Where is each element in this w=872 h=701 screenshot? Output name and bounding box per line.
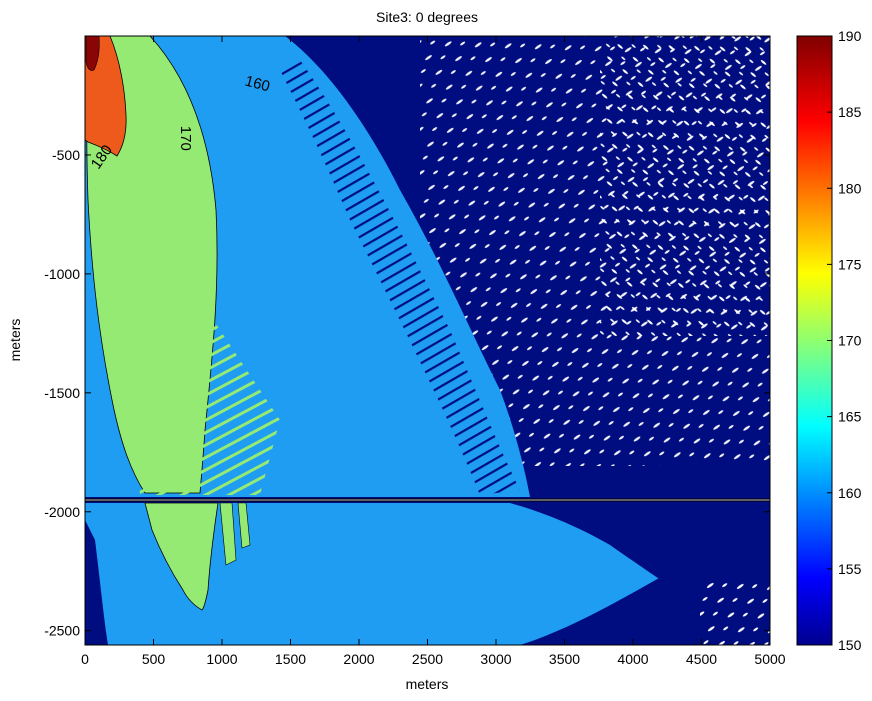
x-tick-label: 3500	[549, 651, 580, 667]
colorbar-tick-label: 165	[838, 409, 862, 425]
colorbar-tick-label: 190	[838, 28, 862, 44]
y-tick-label: -2000	[44, 504, 80, 520]
x-tick-label: 2500	[412, 651, 443, 667]
colorbar-tick-label: 175	[838, 256, 862, 272]
colorbar-ticks: 150 155 160 165 170 175 180 185 190	[827, 28, 862, 653]
colorbar-tick-label: 160	[838, 485, 862, 501]
x-tick-label: 1000	[206, 651, 237, 667]
contour-label-160: 160	[243, 73, 272, 96]
colorbar-tick-label: 180	[838, 180, 862, 196]
heatmap-field	[85, 36, 770, 645]
y-axis-ticks: -500 -1000 -1500 -2000 -2500	[44, 147, 770, 639]
chart-title: Site3: 0 degrees	[376, 9, 478, 25]
y-tick-label: -1500	[44, 385, 80, 401]
region-190	[85, 36, 100, 71]
x-tick-label: 1500	[275, 651, 306, 667]
x-tick-label: 500	[142, 651, 166, 667]
region-150-lower-left	[85, 520, 108, 645]
x-tick-label: 4500	[686, 651, 717, 667]
stripe-160-edge	[280, 60, 520, 495]
y-axis-label: meters	[7, 319, 23, 362]
x-tick-label: 2000	[343, 651, 374, 667]
speckle-texture-right	[600, 36, 770, 336]
contour-label-170: 170	[177, 126, 194, 151]
x-axis-ticks: 0 500 1000 1500 2000 2500 3000 3500 4000 4500 5000	[81, 36, 786, 667]
colorbar-tick-label: 185	[838, 104, 862, 120]
y-tick-label: -2500	[44, 623, 80, 639]
region-170-lower-fingers	[219, 502, 251, 566]
colorbar-tick-label: 170	[838, 333, 862, 349]
speckle-texture-lower	[700, 580, 770, 645]
y-tick-label: -1000	[44, 266, 80, 282]
x-tick-label: 3000	[480, 651, 511, 667]
colorbar	[796, 35, 833, 646]
colorbar-tick-label: 150	[838, 637, 862, 653]
x-tick-label: 0	[81, 651, 89, 667]
stripe-170-edge	[130, 300, 280, 495]
colorbar-tick-label: 155	[838, 561, 862, 577]
region-170-lower	[144, 502, 219, 611]
y-tick-label: -500	[52, 147, 80, 163]
x-axis-label: meters	[406, 676, 449, 692]
x-tick-label: 5000	[754, 651, 785, 667]
x-tick-label: 4000	[617, 651, 648, 667]
